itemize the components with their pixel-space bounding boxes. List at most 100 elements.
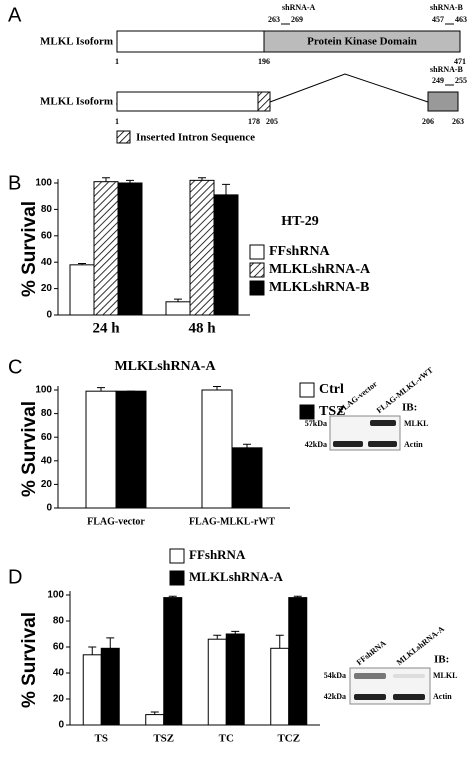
x-tick-label: 24 h bbox=[92, 320, 120, 336]
position: 205 bbox=[266, 117, 278, 126]
x-tick-label: TS bbox=[95, 733, 108, 745]
position: 206 bbox=[422, 117, 434, 126]
position: 471 bbox=[454, 57, 466, 66]
legend-swatch bbox=[299, 382, 315, 398]
shrna-start: 457 bbox=[432, 15, 444, 24]
shrna-start: 249 bbox=[432, 76, 444, 85]
y-tick-label: 60 bbox=[53, 642, 65, 653]
band bbox=[333, 441, 363, 447]
bar bbox=[225, 633, 245, 726]
panel-label: C bbox=[8, 356, 22, 378]
shrna-end: 255 bbox=[455, 76, 467, 85]
band bbox=[393, 694, 425, 700]
splice-line bbox=[269, 73, 429, 103]
position: 196 bbox=[258, 57, 270, 66]
protein-label: Actin bbox=[404, 440, 423, 449]
x-tick-label: TSZ bbox=[153, 733, 174, 745]
kinase-box bbox=[263, 30, 461, 53]
y-tick-label: 100 bbox=[47, 590, 64, 601]
legend-label: Inserted Intron Sequence bbox=[136, 132, 255, 144]
size-label: 54kDa bbox=[324, 671, 346, 680]
bar bbox=[207, 638, 227, 726]
error-bar bbox=[243, 443, 251, 448]
legend-label: Ctrl bbox=[319, 382, 344, 397]
isoform-name: MLKL Isoform 1 bbox=[40, 36, 121, 48]
bar bbox=[82, 654, 102, 726]
bar bbox=[270, 647, 290, 726]
legend-swatch bbox=[299, 404, 315, 420]
y-tick-label: 0 bbox=[58, 720, 64, 731]
bar bbox=[189, 179, 215, 316]
error-bar bbox=[213, 385, 221, 390]
shrna-name: shRNA-B bbox=[430, 3, 464, 12]
protein-label: Actin bbox=[433, 692, 452, 701]
position: 263 bbox=[452, 117, 464, 126]
legend-label: MLKLshRNA-A bbox=[189, 569, 284, 584]
bar bbox=[85, 390, 117, 509]
y-tick-label: 20 bbox=[41, 283, 53, 294]
domain-box bbox=[116, 91, 259, 112]
y-axis-label: % Survival bbox=[19, 401, 40, 497]
bar bbox=[163, 597, 183, 726]
isoform-name: MLKL Isoform 2 bbox=[40, 96, 122, 108]
kinase-box bbox=[427, 91, 459, 112]
intron-box bbox=[257, 91, 271, 112]
size-label: 42kDa bbox=[305, 440, 327, 449]
y-tick-label: 40 bbox=[53, 668, 65, 679]
bar bbox=[145, 714, 165, 726]
bar bbox=[288, 597, 308, 726]
error-bar bbox=[97, 387, 105, 392]
bar bbox=[213, 194, 239, 316]
y-tick-label: 100 bbox=[35, 178, 52, 189]
protein-label: MLKL bbox=[404, 419, 428, 428]
shrna-name: shRNA-B bbox=[430, 65, 464, 74]
shrna-end: 463 bbox=[455, 15, 467, 24]
domain-box bbox=[116, 30, 265, 53]
shrna-name: shRNA-A bbox=[282, 3, 316, 12]
protein-label: MLKL bbox=[433, 671, 457, 680]
error-bar bbox=[102, 177, 110, 182]
x-tick-label: TCZ bbox=[277, 733, 300, 745]
y-axis-label: % Survival bbox=[19, 201, 40, 297]
blot: FFshRNA MLKLshRNA-A IB: 54kDa 42kDa MLKL… bbox=[324, 624, 457, 705]
band bbox=[393, 674, 425, 678]
y-tick-label: 60 bbox=[41, 432, 53, 443]
band bbox=[354, 673, 386, 679]
legend-label: MLKLshRNA-A bbox=[269, 262, 371, 277]
position: 178 bbox=[248, 117, 260, 126]
error-bar bbox=[275, 634, 284, 649]
x-tick-label: FLAG-MLKL-rWT bbox=[189, 516, 275, 527]
chart-title: MLKLshRNA-A bbox=[114, 359, 216, 374]
domain-label: Protein Kinase Domain bbox=[307, 36, 417, 48]
error-bar bbox=[106, 637, 115, 649]
shrna-start: 263 bbox=[268, 15, 280, 24]
y-tick-label: 80 bbox=[53, 616, 65, 627]
legend-swatch bbox=[249, 280, 265, 296]
y-tick-label: 0 bbox=[46, 503, 52, 514]
bar bbox=[117, 182, 143, 316]
y-tick-label: 80 bbox=[41, 408, 53, 419]
panel-label: B bbox=[8, 172, 21, 194]
bar bbox=[231, 447, 263, 509]
x-tick-label: FLAG-vector bbox=[87, 516, 145, 527]
shrna-end: 269 bbox=[291, 15, 303, 24]
position: 1 bbox=[115, 117, 119, 126]
band bbox=[370, 420, 396, 426]
legend-label: FFshRNA bbox=[189, 547, 246, 562]
bar bbox=[201, 389, 233, 509]
ib-label: IB: bbox=[402, 402, 417, 414]
y-tick-label: 40 bbox=[41, 455, 53, 466]
legend-swatch bbox=[249, 262, 265, 278]
position: 1 bbox=[115, 57, 119, 66]
legend-label: MLKLshRNA-B bbox=[269, 280, 369, 295]
band bbox=[354, 694, 386, 700]
y-tick-label: 0 bbox=[46, 310, 52, 321]
band bbox=[368, 441, 397, 447]
y-tick-label: 100 bbox=[35, 385, 52, 396]
bar bbox=[115, 390, 147, 509]
error-bar bbox=[222, 183, 230, 195]
legend-swatch bbox=[169, 570, 185, 586]
legend-swatch bbox=[169, 548, 185, 564]
y-axis-label: % Survival bbox=[19, 612, 40, 708]
